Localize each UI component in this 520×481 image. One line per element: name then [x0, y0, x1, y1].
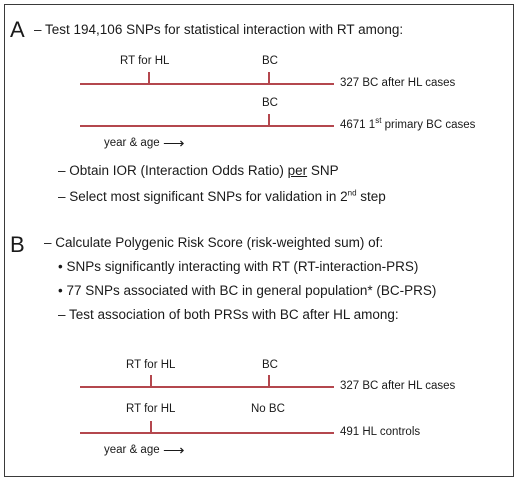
b-tl1-marker-bc: BC: [262, 359, 278, 371]
b-axis-label: year & age: [104, 444, 160, 456]
b-tl2-marker-nobc: No BC: [251, 403, 285, 415]
section-b-intro: – Calculate Polygenic Risk Score (risk-w…: [44, 235, 384, 250]
b-arrow-right-icon: ⟶: [163, 442, 185, 459]
b-tl1-end-label: 327 BC after HL cases: [340, 380, 456, 392]
a-tl1-tick-bc: [268, 72, 270, 84]
section-b-letter: B: [10, 232, 25, 257]
b-tl2-end-label: 491 HL controls: [340, 426, 421, 438]
b-bullet-rt-prs: • SNPs significantly interacting with RT…: [58, 259, 419, 274]
a-timeline-2: [80, 125, 334, 127]
b-timeline-1: [80, 386, 334, 388]
b-tl1-marker-rt: RT for HL: [126, 359, 176, 371]
a-item-select: – Select most significant SNPs for valid…: [58, 188, 386, 204]
b-tl2-tick-rt: [150, 421, 152, 433]
b-bullet-bc-prs: • 77 SNPs associated with BC in general …: [58, 283, 437, 298]
a-tl1-marker-rt: RT for HL: [120, 55, 170, 67]
a-arrow-right-icon: ⟶: [163, 135, 185, 152]
a-tl1-end-label: 327 BC after HL cases: [340, 77, 456, 89]
b-test: – Test association of both PRSs with BC …: [58, 307, 399, 322]
a-tl1-tick-rt: [148, 72, 150, 84]
b-timeline-2: [80, 432, 334, 434]
a-tl2-end-label: 4671 1st primary BC cases: [340, 116, 476, 131]
a-timeline-1: [80, 83, 334, 85]
a-tl2-marker-bc: BC: [262, 97, 278, 109]
figure-frame: [4, 4, 514, 477]
b-tl1-tick-rt: [150, 375, 152, 387]
section-a-letter: A: [10, 17, 25, 42]
a-tl2-tick-bc: [268, 114, 270, 126]
section-a-intro: – Test 194,106 SNPs for statistical inte…: [34, 22, 404, 37]
a-item-ior: – Obtain IOR (Interaction Odds Ratio) pe…: [58, 163, 339, 178]
a-axis-label: year & age: [104, 137, 160, 149]
b-tl2-marker-rt: RT for HL: [126, 403, 176, 415]
a-tl1-marker-bc: BC: [262, 55, 278, 67]
b-tl1-tick-bc: [268, 375, 270, 387]
